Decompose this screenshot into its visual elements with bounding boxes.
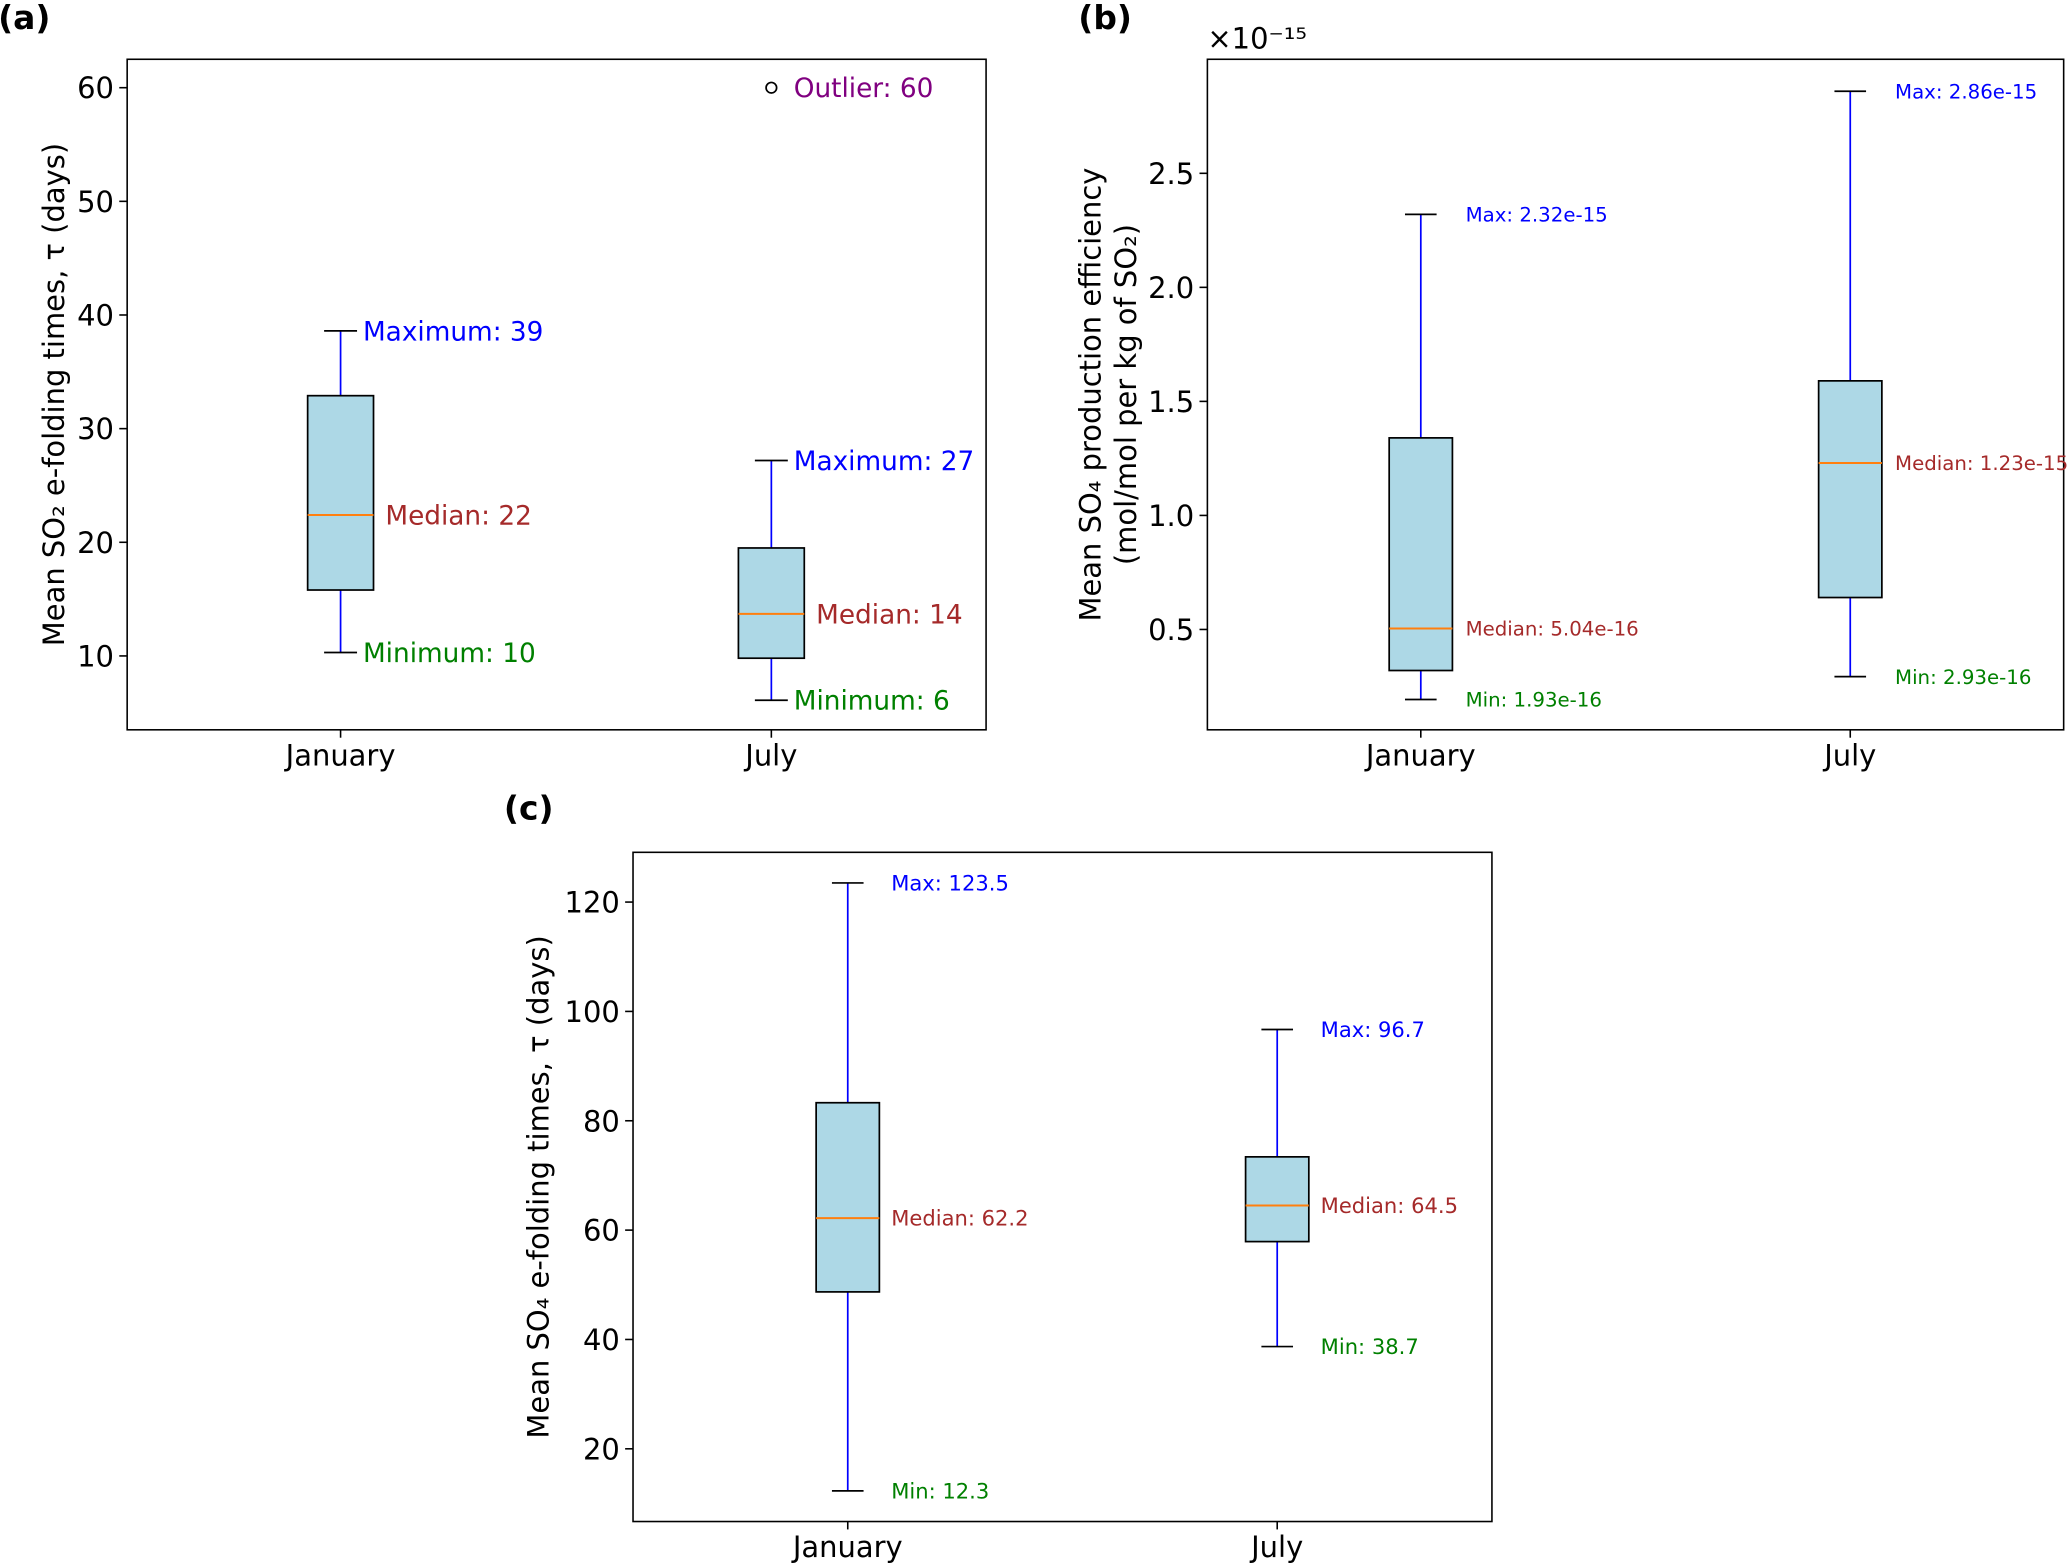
- median-annotation: Median: 1.23e-15: [1895, 452, 2067, 475]
- y-axis-offset-text: ×10⁻¹⁵: [1207, 22, 1307, 56]
- x-tick-label: January: [1364, 738, 1476, 772]
- panel-label: (a): [0, 0, 50, 37]
- y-tick-label: 20: [583, 1432, 620, 1466]
- median-annotation: Median: 62.2: [891, 1206, 1028, 1231]
- y-tick-label: 80: [583, 1104, 620, 1138]
- max-annotation: Max: 2.86e-15: [1895, 80, 2037, 103]
- box-july: Max: 2.86e-15 Median: 1.23e-15 Min: 2.93e-…: [1817, 80, 2067, 689]
- panel-c: (c) 20 40 60 80 100 120 January July Mean SO₄ e-f…: [504, 788, 1493, 1564]
- min-annotation: Min: 38.7: [1321, 1334, 1419, 1359]
- y-tick-label: 120: [565, 886, 620, 920]
- y-tick-label: 60: [583, 1214, 620, 1248]
- max-annotation: Max: 96.7: [1321, 1017, 1425, 1042]
- box-july: Maximum: 27 Median: 14 Minimum: 6: [737, 447, 974, 717]
- panel-b: (b) 0.5 1.0 1.5 2.0 2.5 January July Mean SO₄ pr…: [1074, 0, 2067, 772]
- box-january: Max: 2.32e-15 Median: 5.04e-16 Min: 1.93e-…: [1388, 203, 1639, 712]
- y-tick-label: 2.5: [1148, 157, 1194, 191]
- y-axis-label: Mean SO₂ e-folding times, τ (days): [37, 143, 71, 646]
- iqr-box: [1388, 437, 1454, 672]
- y-tick-label: 1.5: [1148, 385, 1194, 419]
- iqr-box: [1817, 380, 1883, 599]
- max-annotation: Max: 123.5: [891, 871, 1009, 896]
- min-annotation: Minimum: 6: [794, 687, 950, 717]
- x-tick-label: July: [1822, 738, 1876, 772]
- x-tick-label: July: [1249, 1530, 1303, 1564]
- plot-frame: [126, 58, 987, 731]
- median-annotation: Median: 14: [816, 600, 963, 630]
- min-annotation: Min: 12.3: [891, 1478, 989, 1503]
- median-annotation: Median: 22: [385, 501, 532, 531]
- y-tick-label: 20: [77, 526, 114, 560]
- median-annotation: Median: 64.5: [1321, 1193, 1458, 1218]
- panel-label: (b): [1078, 0, 1132, 37]
- box-july: Max: 96.7 Median: 64.5 Min: 38.7: [1244, 1017, 1458, 1359]
- median-annotation: Median: 5.04e-16: [1466, 618, 1639, 641]
- y-axis-label: Mean SO₄ e-folding times, τ (days): [522, 935, 556, 1438]
- y-tick-label: 30: [77, 412, 114, 446]
- plot-frame: [632, 851, 1493, 1523]
- y-axis-label: Mean SO₄ production efficiency: [1074, 168, 1108, 622]
- box-january: Maximum: 39 Median: 22 Minimum: 10: [306, 317, 543, 669]
- y-tick-label: 50: [77, 185, 114, 219]
- min-annotation: Minimum: 10: [363, 639, 536, 669]
- x-tick-label: July: [743, 738, 797, 772]
- iqr-box: [815, 1101, 881, 1293]
- x-tick-label: January: [284, 738, 396, 772]
- panel-a: (a) 10 20 30 40 50 60 January July Mean SO₂ e-fol…: [0, 0, 987, 772]
- outlier-annotation: Outlier: 60: [794, 74, 934, 104]
- max-annotation: Maximum: 39: [363, 317, 543, 347]
- y-axis-label-units: (mol/mol per kg of SO₂): [1109, 224, 1143, 565]
- x-tick-label: January: [791, 1530, 903, 1564]
- iqr-box: [1244, 1155, 1310, 1243]
- plot-frame: [1206, 58, 2065, 731]
- y-tick-label: 1.0: [1148, 499, 1194, 533]
- y-tick-label: 0.5: [1148, 613, 1194, 647]
- y-tick-label: 10: [77, 639, 114, 673]
- y-tick-label: 100: [565, 995, 620, 1029]
- y-tick-label: 60: [77, 71, 114, 105]
- max-annotation: Maximum: 27: [794, 447, 974, 477]
- min-annotation: Min: 1.93e-16: [1466, 689, 1602, 712]
- y-tick-label: 40: [77, 299, 114, 333]
- y-tick-label: 40: [583, 1323, 620, 1357]
- panel-label: (c): [504, 788, 554, 827]
- max-annotation: Max: 2.32e-15: [1466, 203, 1608, 226]
- outlier-point: [765, 81, 778, 94]
- iqr-box: [737, 547, 806, 660]
- min-annotation: Min: 2.93e-16: [1895, 666, 2031, 689]
- y-tick-label: 2.0: [1148, 271, 1194, 305]
- iqr-box: [306, 394, 375, 591]
- box-january: Max: 123.5 Median: 62.2 Min: 12.3: [815, 871, 1029, 1503]
